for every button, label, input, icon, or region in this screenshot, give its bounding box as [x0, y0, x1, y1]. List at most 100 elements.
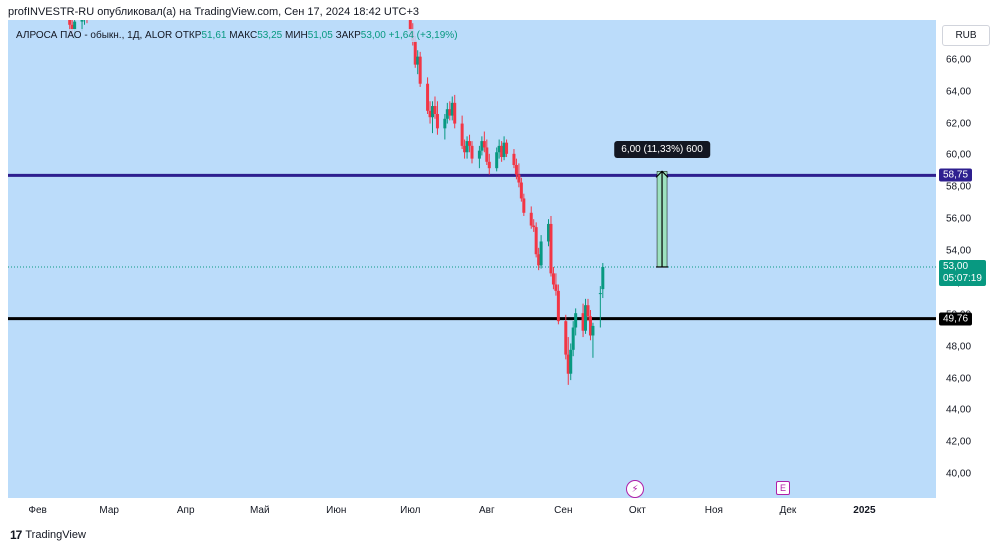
- high-value: 53,25: [257, 30, 283, 41]
- earnings-event-icon[interactable]: E: [776, 481, 790, 495]
- price-tick-label: 48,00: [946, 341, 972, 353]
- candle-body-49: [549, 223, 553, 274]
- candle-body-43: [529, 212, 533, 226]
- candle-body-59: [584, 305, 588, 331]
- price-tick-label: 60,00: [946, 149, 972, 161]
- candle-body-42: [522, 198, 526, 213]
- candle-body-18: [443, 118, 447, 129]
- price-tick-label: 56,00: [946, 213, 972, 225]
- open-label: ОТКР: [175, 30, 202, 41]
- candle-body-23: [460, 123, 464, 146]
- candle-body-0: [68, 20, 72, 25]
- open-value: 51,61: [201, 30, 227, 41]
- measure-tooltip: 6,00 (11,33%) 600: [614, 141, 710, 159]
- candle-body-8: [408, 20, 412, 32]
- candle-body-62: [591, 325, 595, 336]
- candle-body-33: [495, 152, 499, 169]
- time-tick-label: 2025: [853, 505, 876, 516]
- candle-body-41: [519, 182, 523, 199]
- candle-body-15: [431, 106, 435, 118]
- candle-body-25: [465, 141, 469, 153]
- dividend-event-icon[interactable]: ⚡: [626, 480, 644, 498]
- time-tick-label: Апр: [176, 505, 195, 516]
- candle-body-40: [517, 174, 521, 183]
- candle-body-58: [581, 313, 585, 331]
- countdown-timer: 05:07:19: [943, 272, 982, 284]
- candle-body-64: [601, 266, 605, 290]
- candle-body-32: [487, 161, 491, 169]
- candle-body-22: [453, 102, 457, 124]
- price-axis[interactable]: [936, 20, 1000, 498]
- candle-body-12: [418, 56, 422, 84]
- candle-body-56: [571, 327, 575, 350]
- time-tick-label: Май: [249, 505, 270, 516]
- candle-body-27: [470, 145, 474, 159]
- candle-body-47: [539, 241, 543, 266]
- price-tick-label: 66,00: [946, 54, 972, 66]
- candle-body-37: [505, 142, 509, 154]
- time-axis[interactable]: [8, 498, 936, 522]
- price-tick-label: 44,00: [946, 404, 972, 416]
- price-tag-lower-level: 49,76: [939, 312, 973, 326]
- candle-body-39: [514, 164, 518, 175]
- symbol-title[interactable]: АЛРОСА ПАО - обыкн., 1Д, ALOR: [16, 30, 173, 41]
- candle-body-29: [480, 141, 484, 151]
- candle-body-26: [468, 141, 472, 146]
- candle-body-63: [598, 293, 602, 295]
- candle-body-50: [551, 273, 555, 285]
- chart-area[interactable]: [8, 20, 936, 498]
- candle-body-17: [435, 114, 439, 129]
- candle-body-48: [547, 223, 551, 242]
- price-tag-upper-level: 58,75: [939, 168, 973, 182]
- close-label: ЗАКР: [335, 30, 361, 41]
- change-value: +1,64 (+3,19%): [388, 30, 458, 41]
- symbol-legend: АЛРОСА ПАО - обыкн., 1Д, ALOR ОТКР51,61 …: [14, 29, 460, 42]
- price-tick-label: 46,00: [946, 373, 972, 384]
- candle-body-44: [532, 225, 536, 228]
- candle-body-3: [80, 20, 84, 22]
- candle-body-55: [569, 349, 573, 374]
- candle-body-14: [428, 110, 432, 118]
- candle-body-35: [500, 145, 504, 158]
- price-tick-label: 64,00: [946, 86, 972, 98]
- candle-body-46: [537, 254, 541, 266]
- tradingview-logo-icon: 17: [10, 528, 22, 542]
- measure-arrow-head: [655, 170, 669, 178]
- time-tick-label: Фев: [28, 505, 47, 516]
- currency-button[interactable]: RUB: [942, 25, 990, 46]
- candle-body-19: [445, 109, 449, 119]
- price-tick-label: 54,00: [946, 245, 972, 257]
- candle-body-54: [566, 354, 570, 374]
- tradingview-brand[interactable]: 17 TradingView: [10, 528, 86, 542]
- candle-body-34: [497, 145, 501, 153]
- candle-body-45: [534, 227, 538, 255]
- candle-body-51: [554, 284, 558, 291]
- time-tick-label: Июл: [400, 505, 421, 516]
- time-tick-label: Авг: [478, 505, 495, 516]
- candle-body-38: [512, 153, 516, 165]
- time-tick-label: Июн: [326, 505, 347, 516]
- high-label: МАКС: [229, 30, 258, 41]
- candle-body-30: [482, 141, 486, 148]
- candle-body-57: [574, 313, 578, 328]
- time-tick-label: Окт: [628, 505, 646, 516]
- candle-body-16: [433, 106, 437, 115]
- candle-body-52: [556, 290, 560, 322]
- chart-svg[interactable]: [8, 20, 936, 498]
- low-label: МИН: [285, 30, 308, 41]
- time-tick-label: Мар: [99, 505, 119, 516]
- price-tag-current: 53,00 05:07:19: [939, 259, 986, 286]
- candle-body-2: [73, 21, 77, 30]
- close-value: 53,00: [360, 30, 386, 41]
- current-price-value: 53,00: [943, 260, 969, 272]
- candle-body-13: [426, 83, 430, 111]
- time-tick-label: Дек: [779, 505, 797, 516]
- candle-body-21: [450, 102, 454, 116]
- time-tick-label: Ноя: [704, 505, 723, 516]
- brand-name: TradingView: [25, 529, 86, 541]
- candle-body-31: [485, 147, 489, 162]
- candle-body-60: [586, 305, 590, 317]
- candle-body-24: [463, 145, 467, 153]
- time-tick-label: Сен: [554, 505, 573, 516]
- price-tick-label: 42,00: [946, 436, 972, 448]
